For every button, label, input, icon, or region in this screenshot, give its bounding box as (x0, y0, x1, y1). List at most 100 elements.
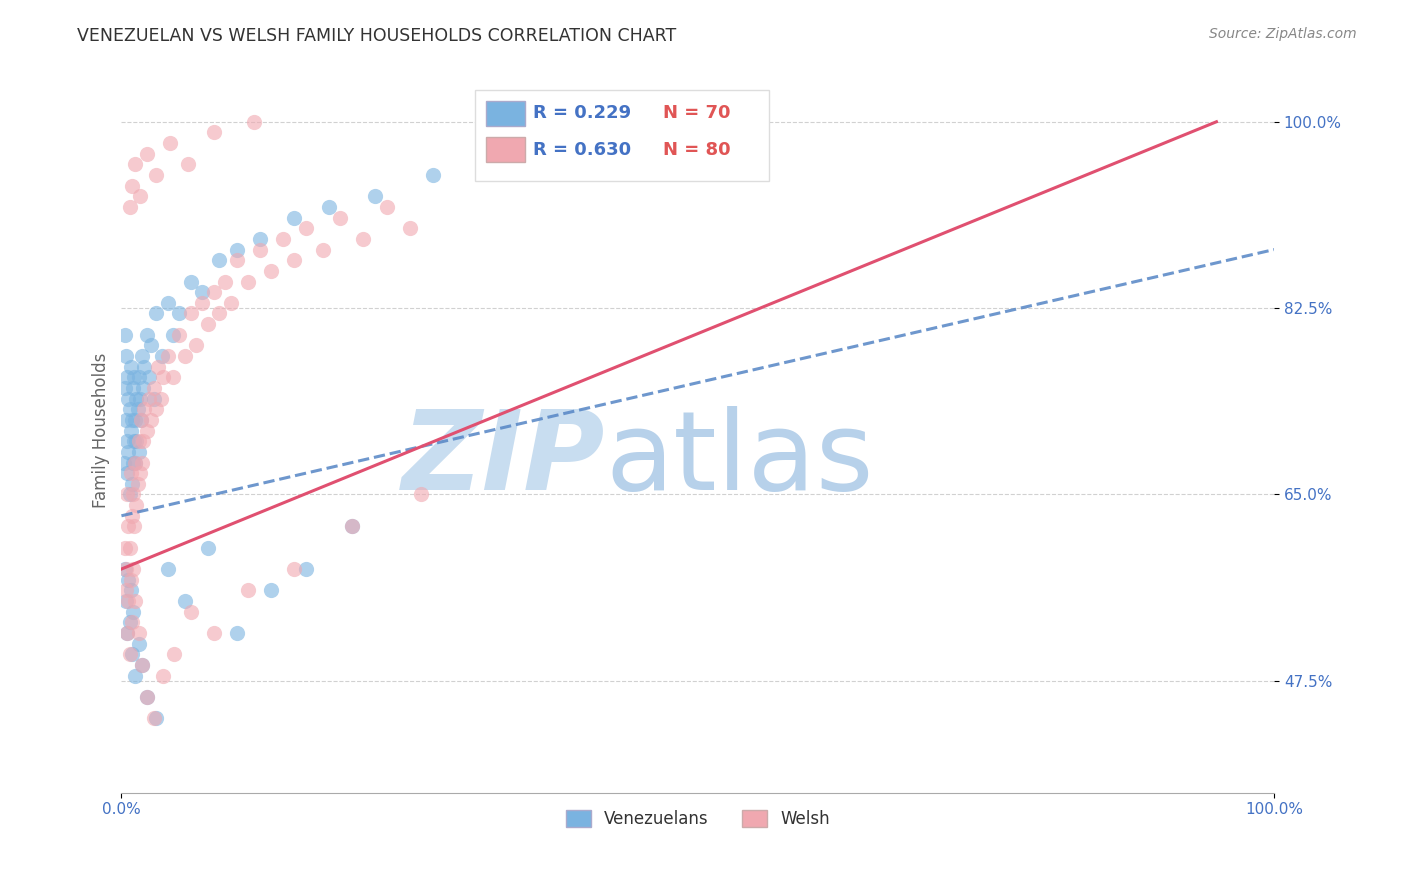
Point (208, 306, 231, 320)
Point (120, 466, 142, 480)
Point (117, 519, 139, 533)
Point (148, 359, 170, 374)
Point (398, 221, 420, 235)
Point (117, 573, 139, 587)
Point (135, 146, 157, 161)
Point (118, 487, 141, 501)
Point (134, 402, 156, 417)
Point (121, 178, 143, 193)
Text: R = 0.630: R = 0.630 (533, 141, 631, 159)
Y-axis label: Family Households: Family Households (93, 353, 110, 508)
Point (128, 189, 150, 203)
Point (112, 456, 135, 470)
Point (225, 626, 247, 640)
Point (115, 583, 138, 598)
Point (115, 562, 138, 576)
Point (122, 605, 145, 619)
Point (115, 487, 138, 501)
Point (202, 285, 225, 300)
Point (411, 487, 433, 501)
Text: Source: ZipAtlas.com: Source: ZipAtlas.com (1209, 27, 1357, 41)
Point (329, 211, 352, 225)
Point (225, 253, 247, 268)
Point (180, 275, 202, 289)
Point (177, 157, 200, 171)
Point (128, 466, 150, 480)
Point (142, 392, 165, 406)
Point (124, 456, 146, 470)
Point (128, 392, 150, 406)
Point (128, 370, 150, 384)
FancyBboxPatch shape (475, 90, 769, 181)
Point (114, 381, 136, 395)
Point (152, 668, 174, 682)
Point (353, 232, 375, 246)
Point (295, 221, 318, 235)
Point (145, 168, 167, 182)
Point (162, 370, 184, 384)
Text: R = 0.229: R = 0.229 (533, 104, 631, 122)
Point (191, 295, 214, 310)
Point (124, 413, 146, 427)
Point (121, 647, 143, 661)
Point (238, 583, 260, 598)
Point (167, 306, 190, 320)
Point (283, 562, 305, 576)
Point (114, 562, 136, 576)
Point (340, 519, 363, 533)
Text: ZIP: ZIP (402, 406, 606, 513)
Point (131, 657, 153, 672)
Point (141, 338, 163, 352)
Point (118, 541, 141, 555)
Point (128, 434, 150, 449)
Legend: Venezuelans, Welsh: Venezuelans, Welsh (560, 804, 837, 835)
Point (141, 413, 163, 427)
Point (122, 562, 145, 576)
Point (120, 583, 142, 598)
Point (283, 253, 305, 268)
Text: N = 80: N = 80 (664, 141, 731, 159)
Point (124, 594, 146, 608)
Point (202, 626, 225, 640)
Text: N = 70: N = 70 (664, 104, 731, 122)
Point (186, 338, 208, 352)
Point (124, 456, 146, 470)
Point (243, 115, 266, 129)
Point (115, 370, 138, 384)
Point (214, 275, 236, 289)
Point (118, 402, 141, 417)
Point (135, 690, 157, 704)
Point (295, 562, 318, 576)
Point (156, 295, 179, 310)
Point (156, 349, 179, 363)
Point (120, 359, 142, 374)
Point (150, 349, 173, 363)
Point (156, 562, 179, 576)
Point (163, 647, 186, 661)
Point (135, 690, 157, 704)
Point (121, 508, 143, 523)
Point (131, 349, 153, 363)
Point (142, 711, 165, 725)
Point (122, 370, 145, 384)
Point (121, 615, 143, 630)
Point (159, 136, 181, 150)
Point (114, 327, 136, 342)
Point (127, 476, 149, 491)
Point (120, 573, 142, 587)
Point (202, 125, 225, 139)
Point (135, 327, 157, 342)
Point (238, 275, 260, 289)
Point (422, 168, 444, 182)
Point (145, 711, 167, 725)
Point (117, 392, 139, 406)
Point (115, 626, 138, 640)
Text: VENEZUELAN VS WELSH FAMILY HOUSEHOLDS CORRELATION CHART: VENEZUELAN VS WELSH FAMILY HOUSEHOLDS CO… (77, 27, 676, 45)
Point (115, 349, 138, 363)
Point (145, 306, 167, 320)
Point (138, 370, 160, 384)
Point (128, 636, 150, 650)
Point (152, 370, 174, 384)
Point (180, 605, 202, 619)
Point (271, 232, 294, 246)
